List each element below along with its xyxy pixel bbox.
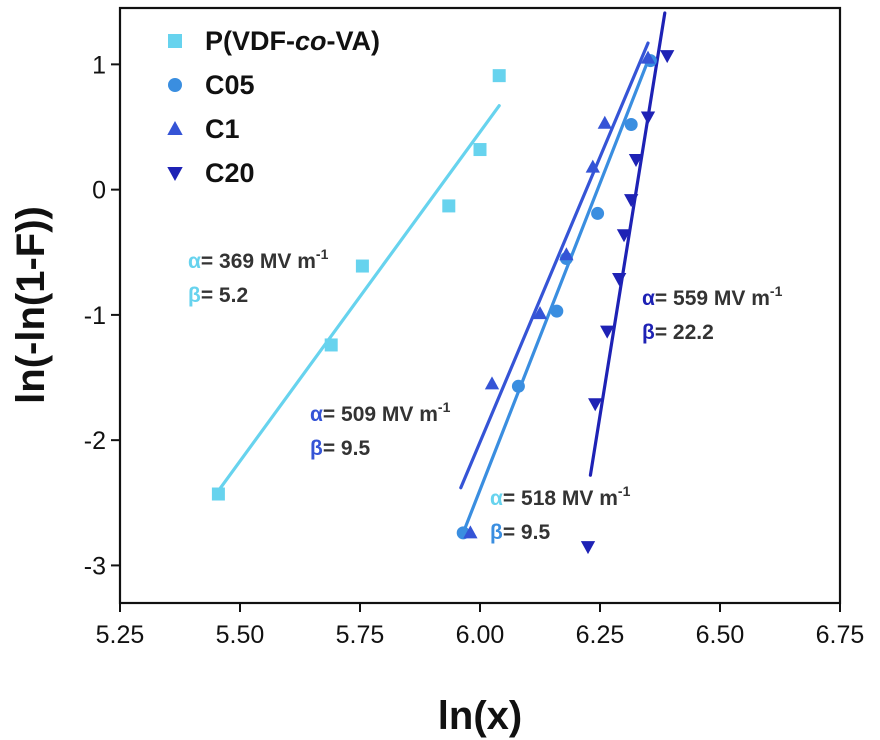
x-tick-label: 6.25 [576,621,625,649]
svg-text:α= 369 MV m-1: α= 369 MV m-1 [188,246,329,273]
legend-label: C1 [205,114,240,144]
tick-layer: 5.25 5.50 5.75 6.00 6.25 6.50 6.75 -3 -2 -1 0 1 [84,51,865,649]
beta-symbol: β [188,284,201,307]
fit-line-c1 [459,41,650,490]
x-tick-label: 6.75 [816,621,865,649]
legend: P(VDF-co-VA) C05 C1 C20 [167,26,380,188]
legend-label: P(VDF-co-VA) [205,26,380,56]
data-point [588,398,603,412]
legend-label-part: co [295,26,327,56]
data-point [624,117,638,131]
svg-text:β= 9.5: β= 9.5 [310,437,370,460]
data-point [616,229,632,243]
annotation-c1: α= 509 MV m-1 β= 9.5 [310,399,451,460]
data-point [442,199,456,213]
alpha-value-text: = 369 MV m [201,250,316,273]
x-tick-label: 6.00 [456,621,505,649]
svg-text:β= 22.2: β= 22.2 [642,321,714,344]
annotation-pvdf: α= 369 MV m-1 β= 5.2 [188,246,329,307]
data-point [473,143,487,157]
fit-line-p-vdf-co-va- [214,104,501,496]
annotation-c05: α= 518 MV m-1 β= 9.5 [490,483,631,544]
beta-value-text: = 22.2 [655,321,714,344]
legend-marker [168,34,182,48]
svg-text:β= 9.5: β= 9.5 [490,521,550,544]
data-point [355,259,369,273]
x-tick-label: 5.25 [96,621,145,649]
fit-line-c20 [588,11,667,477]
fit-lines-layer [214,11,667,535]
svg-text:β= 5.2: β= 5.2 [188,284,248,307]
data-point [624,194,639,208]
svg-text:α= 518 MV m-1: α= 518 MV m-1 [490,483,631,510]
legend-marker [167,120,183,135]
data-point [585,159,600,173]
x-tick-label: 5.75 [336,621,385,649]
data-point [484,376,500,390]
beta-symbol: β [642,321,655,344]
alpha-value-text: = 509 MV m [323,403,438,426]
y-tick-label: 1 [92,51,106,79]
legend-marker [167,167,183,182]
legend-label-part: -VA) [327,26,381,56]
y-tick-label: -2 [84,427,106,455]
data-point [580,541,596,555]
data-point [660,50,675,64]
data-point [597,115,612,129]
x-axis-title: ln(x) [438,694,522,738]
legend-marker [168,78,182,92]
alpha-unit-exponent: -1 [618,483,631,499]
beta-value-text: = 9.5 [323,437,371,460]
alpha-unit-exponent: -1 [438,399,451,415]
alpha-symbol: α [490,487,503,510]
data-points-layer [211,50,675,555]
legend-label: C05 [205,70,255,100]
alpha-symbol: α [310,403,323,426]
legend-label-part: P(VDF- [205,26,295,56]
beta-value-text: = 5.2 [201,284,248,307]
data-point [591,206,605,220]
beta-symbol: β [310,437,323,460]
data-point [324,338,338,352]
x-tick-label: 5.50 [216,621,265,649]
y-axis-title: ln(-ln(1-F)) [9,206,53,404]
alpha-unit-exponent: -1 [770,283,783,299]
data-point [532,306,548,320]
data-point [211,487,225,501]
data-point [600,325,615,339]
alpha-symbol: α [188,250,201,273]
y-tick-label: -3 [84,552,106,580]
x-tick-label: 6.50 [696,621,745,649]
svg-text:α= 509 MV m-1: α= 509 MV m-1 [310,399,451,426]
y-tick-label: -1 [84,302,106,330]
data-point [559,247,574,261]
y-tick-label: 0 [92,177,106,205]
svg-text:α= 559 MV m-1: α= 559 MV m-1 [642,283,783,310]
data-point [628,154,644,168]
legend-label: C20 [205,158,255,188]
data-point [640,50,656,64]
data-point [550,304,564,318]
data-point [612,273,627,287]
beta-symbol: β [490,521,503,544]
data-point [492,69,506,83]
alpha-symbol: α [642,287,655,310]
beta-value-text: = 9.5 [503,521,551,544]
alpha-value-text: = 559 MV m [655,287,770,310]
alpha-unit-exponent: -1 [316,246,329,262]
data-point [640,111,656,125]
alpha-value-text: = 518 MV m [503,487,618,510]
data-point [463,525,478,539]
annotation-c20: α= 559 MV m-1 β= 22.2 [642,283,783,344]
fit-line-c05 [461,59,650,535]
data-point [511,379,525,393]
